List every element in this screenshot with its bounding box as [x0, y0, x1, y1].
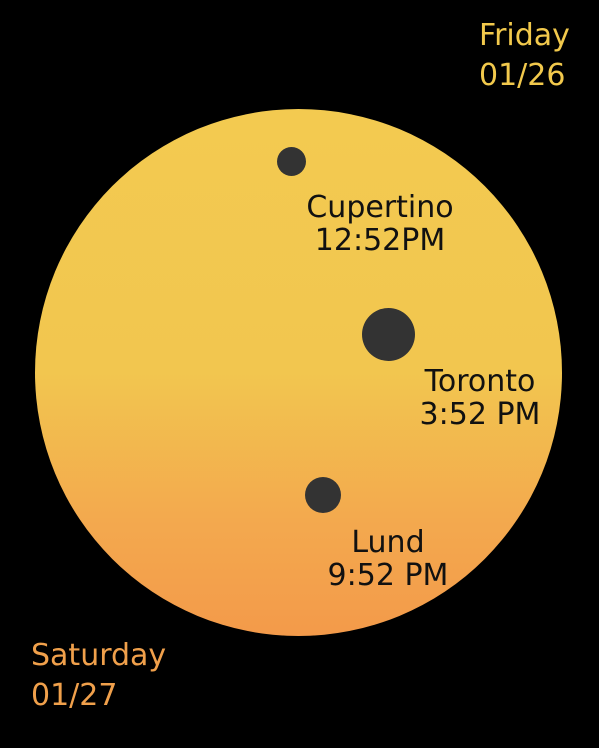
top-day-label: Friday 01/26	[479, 16, 570, 96]
city-label-toronto[interactable]: Toronto 3:52 PM	[380, 365, 580, 431]
top-day-date: 01/26	[479, 58, 566, 93]
city-dot-cupertino[interactable]	[277, 147, 306, 176]
bottom-day-label: Saturday 01/27	[31, 636, 166, 716]
city-name: Lund	[351, 525, 425, 560]
city-label-cupertino[interactable]: Cupertino 12:52PM	[280, 191, 480, 257]
city-name: Toronto	[424, 364, 536, 399]
top-day-weekday: Friday	[479, 18, 570, 53]
city-name: Cupertino	[306, 190, 454, 225]
bottom-day-date: 01/27	[31, 678, 118, 713]
city-time: 3:52 PM	[419, 397, 541, 432]
city-label-lund[interactable]: Lund 9:52 PM	[288, 526, 488, 592]
city-time: 12:52PM	[314, 223, 446, 258]
bottom-day-weekday: Saturday	[31, 638, 167, 673]
city-time: 9:52 PM	[327, 558, 449, 593]
city-dot-lund[interactable]	[305, 477, 341, 513]
city-dot-toronto[interactable]	[362, 308, 415, 361]
day-disc[interactable]	[35, 109, 562, 636]
